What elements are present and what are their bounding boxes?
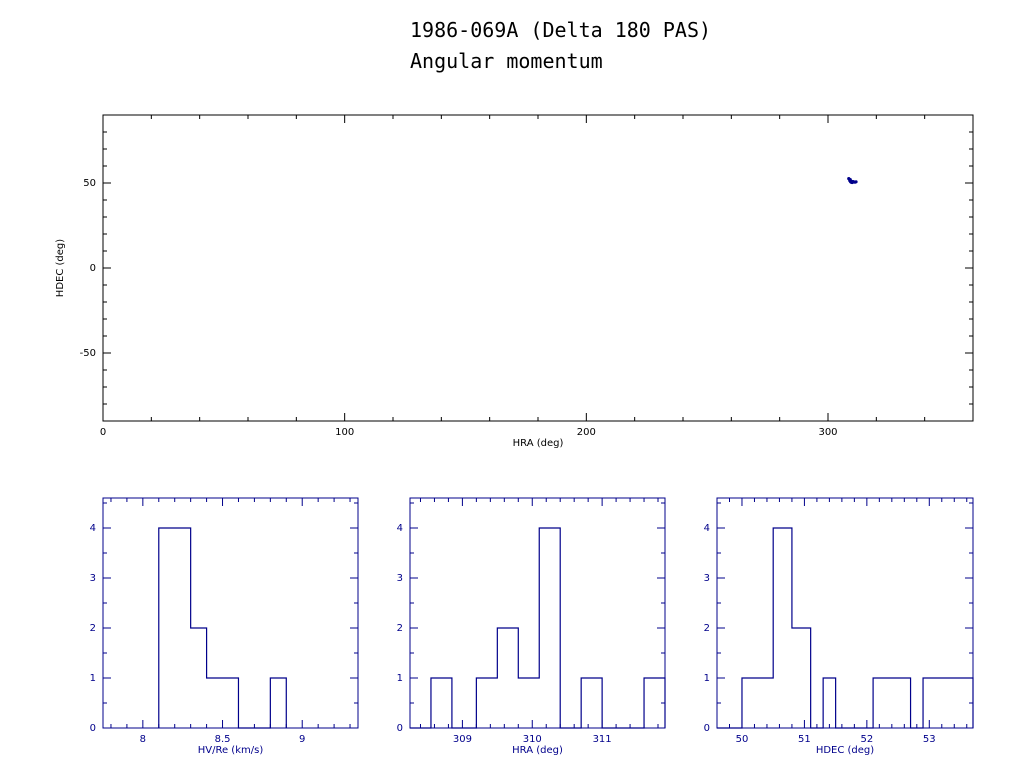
histogram-bar — [823, 678, 835, 728]
histogram-bar — [497, 628, 518, 728]
chart-4: 50 51 52 53 0 1 2 3 4 HDEC (deg) — [704, 497, 974, 756]
histogram-bar — [518, 678, 539, 728]
x-tick-label: 309 — [453, 734, 472, 745]
histogram-bar — [207, 678, 223, 728]
x-tick-label: 8 — [140, 734, 146, 745]
x-tick-label: 52 — [860, 734, 873, 745]
y-axis-label: HDEC (deg) — [55, 239, 66, 297]
y-tick-label: 4 — [90, 523, 96, 534]
histogram-bar — [476, 678, 497, 728]
x-tick-label: 310 — [523, 734, 542, 745]
histogram-bar — [175, 528, 191, 728]
histogram-bar — [159, 528, 175, 728]
x-axis-label: HRA (deg) — [512, 745, 563, 756]
y-tick-label: 2 — [90, 623, 96, 634]
x-tick-label: 53 — [923, 734, 936, 745]
y-tick-label: 1 — [704, 673, 710, 684]
x-tick-label: 300 — [818, 427, 837, 438]
histogram-bar — [742, 678, 761, 728]
histogram-bar — [773, 528, 792, 728]
histogram-bar — [539, 528, 560, 728]
histogram-bar — [761, 678, 767, 728]
y-tick-label: 4 — [704, 523, 710, 534]
histogram-bar — [873, 678, 910, 728]
histogram-bar — [581, 678, 602, 728]
y-tick-label: 0 — [397, 723, 403, 734]
plot-frame — [102, 114, 974, 422]
x-tick-label: 9 — [299, 734, 305, 745]
chart-1: 0 100 200 300 -50 0 50 HRA (deg) HDEC (deg) — [55, 114, 974, 449]
histogram-bar — [767, 678, 773, 728]
scatter-point — [848, 178, 852, 182]
y-tick-label: 3 — [90, 573, 96, 584]
scatter-point — [850, 180, 854, 185]
page-title: 1986-069A (Delta 180 PAS) — [410, 18, 711, 42]
histogram-bar — [792, 628, 811, 728]
y-tick-label: 1 — [90, 673, 96, 684]
y-tick-label: -50 — [80, 348, 96, 359]
plot-frame — [409, 497, 666, 729]
y-tick-label: 3 — [704, 573, 710, 584]
x-axis-label: HRA (deg) — [513, 438, 564, 449]
chart-2: 8 8.5 9 0 1 2 3 4 HV/Re (km/s) — [90, 497, 359, 756]
x-tick-label: 0 — [100, 427, 106, 438]
y-tick-label: 4 — [397, 523, 403, 534]
histogram-bar — [270, 678, 286, 728]
histogram-bar — [431, 678, 452, 728]
page-subtitle: Angular momentum — [410, 49, 603, 73]
y-tick-label: 2 — [397, 623, 403, 634]
y-tick-label: 0 — [704, 723, 710, 734]
x-tick-label: 8.5 — [215, 734, 231, 745]
y-tick-label: 1 — [397, 673, 403, 684]
scatter-point — [854, 180, 858, 184]
chart-3: 309 310 311 0 1 2 3 4 HRA (deg) — [397, 497, 666, 756]
x-axis-label: HDEC (deg) — [816, 745, 874, 756]
x-tick-label: 100 — [335, 427, 354, 438]
histogram-bar — [644, 678, 665, 728]
x-tick-label: 50 — [736, 734, 749, 745]
histogram-bar — [191, 628, 207, 728]
x-tick-label: 51 — [798, 734, 811, 745]
y-tick-label: 3 — [397, 573, 403, 584]
histogram-outline — [158, 527, 287, 729]
y-tick-label: 0 — [90, 723, 96, 734]
histogram-bar — [223, 678, 239, 728]
y-tick-label: 50 — [83, 178, 96, 189]
x-tick-label: 200 — [577, 427, 596, 438]
histogram-outline — [410, 527, 666, 729]
x-tick-label: 311 — [593, 734, 612, 745]
histogram-outline — [717, 527, 974, 729]
plot-frame — [102, 497, 359, 729]
x-axis-label: HV/Re (km/s) — [198, 745, 264, 756]
histogram-bar — [923, 678, 973, 728]
y-tick-label: 2 — [704, 623, 710, 634]
y-tick-label: 0 — [90, 263, 96, 274]
